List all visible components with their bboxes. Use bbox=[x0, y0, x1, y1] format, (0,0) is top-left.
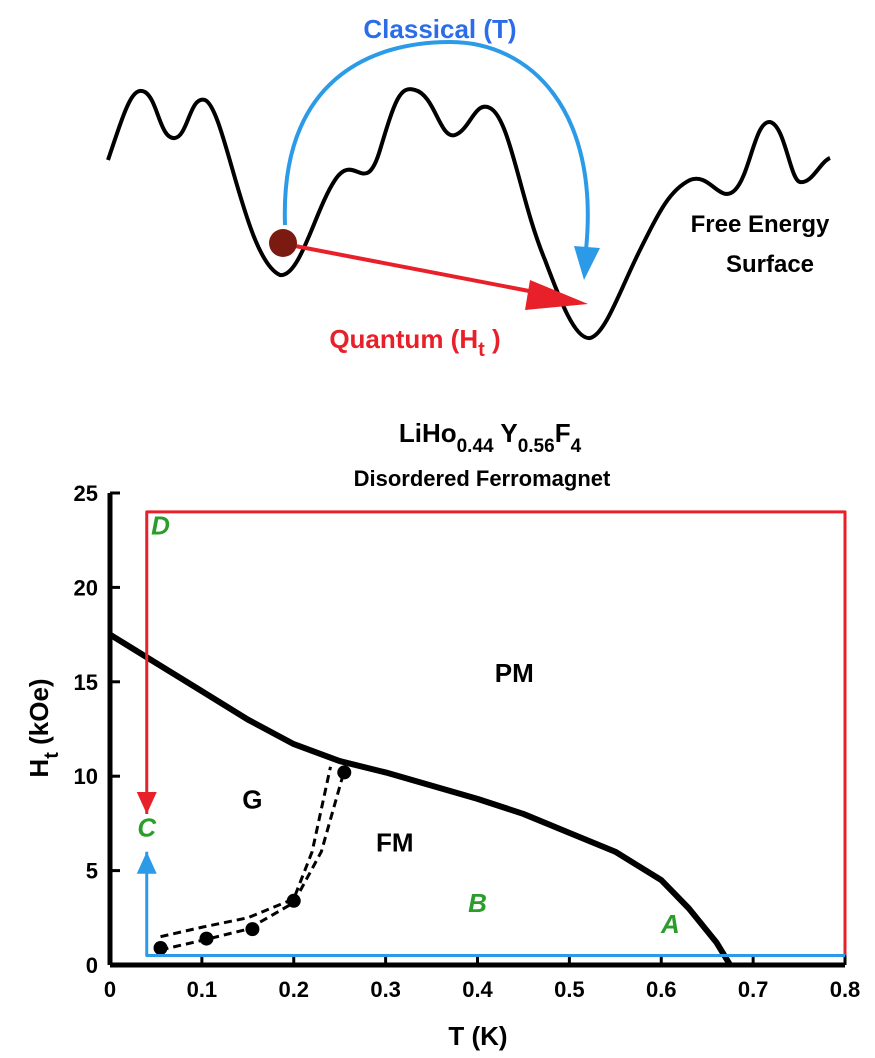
classical-arc bbox=[282, 39, 590, 251]
series-line bbox=[160, 770, 346, 952]
series-line bbox=[108, 632, 733, 967]
surface-label: Surface bbox=[726, 251, 814, 278]
classical-label: Classical (T) bbox=[363, 14, 516, 44]
quantum-arrowhead bbox=[525, 280, 588, 310]
title-sub: 4 bbox=[571, 436, 582, 457]
title-part: F bbox=[555, 418, 571, 448]
data-point bbox=[286, 893, 301, 908]
annotation: B bbox=[468, 888, 487, 918]
series-line bbox=[145, 851, 845, 958]
title-sub: 0.56 bbox=[518, 436, 555, 457]
annotation: C bbox=[137, 813, 157, 843]
y-tick-label: 25 bbox=[74, 481, 98, 506]
quantum-label-sub: t bbox=[478, 339, 485, 361]
quantum-label: Quantum (Ht ) bbox=[329, 324, 500, 361]
quantum-arrow bbox=[289, 243, 556, 298]
free-energy-curve bbox=[106, 87, 832, 340]
title-part: Y bbox=[494, 418, 518, 448]
y-tick-label: 15 bbox=[74, 670, 98, 695]
quantum-label-end: ) bbox=[485, 324, 501, 354]
y-tick-label: 0 bbox=[86, 953, 98, 978]
y-tick-label: 10 bbox=[74, 764, 98, 789]
x-tick-label: 0.8 bbox=[830, 977, 861, 1002]
state-ball bbox=[269, 229, 297, 257]
annotation: D bbox=[151, 511, 170, 541]
data-point bbox=[153, 941, 168, 956]
x-tick-label: 0.7 bbox=[738, 977, 769, 1002]
y-axis-label: Ht (kOe) bbox=[24, 678, 63, 777]
title-sub: 0.44 bbox=[457, 436, 494, 457]
x-tick-label: 0 bbox=[104, 977, 116, 1002]
x-tick-label: 0.2 bbox=[278, 977, 309, 1002]
x-tick-label: 0.5 bbox=[554, 977, 585, 1002]
title-part: LiHo bbox=[399, 418, 457, 448]
y-tick-label: 5 bbox=[86, 859, 98, 884]
classical-arrowhead bbox=[574, 246, 600, 280]
series-line bbox=[145, 510, 847, 956]
arrowhead bbox=[136, 791, 157, 814]
x-tick-label: 0.6 bbox=[646, 977, 677, 1002]
schematic: Classical (T) Quantum (Ht ) Free Energy … bbox=[106, 14, 832, 361]
surface-label: Free Energy bbox=[691, 211, 830, 238]
y-label-end: (kOe) bbox=[24, 678, 54, 752]
x-tick-label: 0.4 bbox=[462, 977, 493, 1002]
chart-title: LiHo0.44 Y0.56F4 bbox=[399, 418, 582, 457]
data-point bbox=[337, 765, 352, 780]
x-tick-label: 0.1 bbox=[187, 977, 218, 1002]
annotation: FM bbox=[376, 828, 414, 858]
quantum-label-main: Quantum (H bbox=[329, 324, 478, 354]
annotation: G bbox=[242, 784, 262, 814]
x-axis-label: T (K) bbox=[448, 1021, 507, 1051]
arrowhead bbox=[136, 851, 157, 874]
annotation: PM bbox=[495, 658, 534, 688]
x-tick-label: 0.3 bbox=[370, 977, 401, 1002]
data-point bbox=[199, 931, 214, 946]
y-label-sub: t bbox=[41, 752, 63, 759]
chart-subtitle: Disordered Ferromagnet bbox=[354, 466, 611, 491]
annotation: A bbox=[660, 909, 680, 939]
y-tick-label: 20 bbox=[74, 575, 98, 600]
y-label-main: H bbox=[24, 759, 54, 778]
data-point bbox=[245, 922, 260, 937]
